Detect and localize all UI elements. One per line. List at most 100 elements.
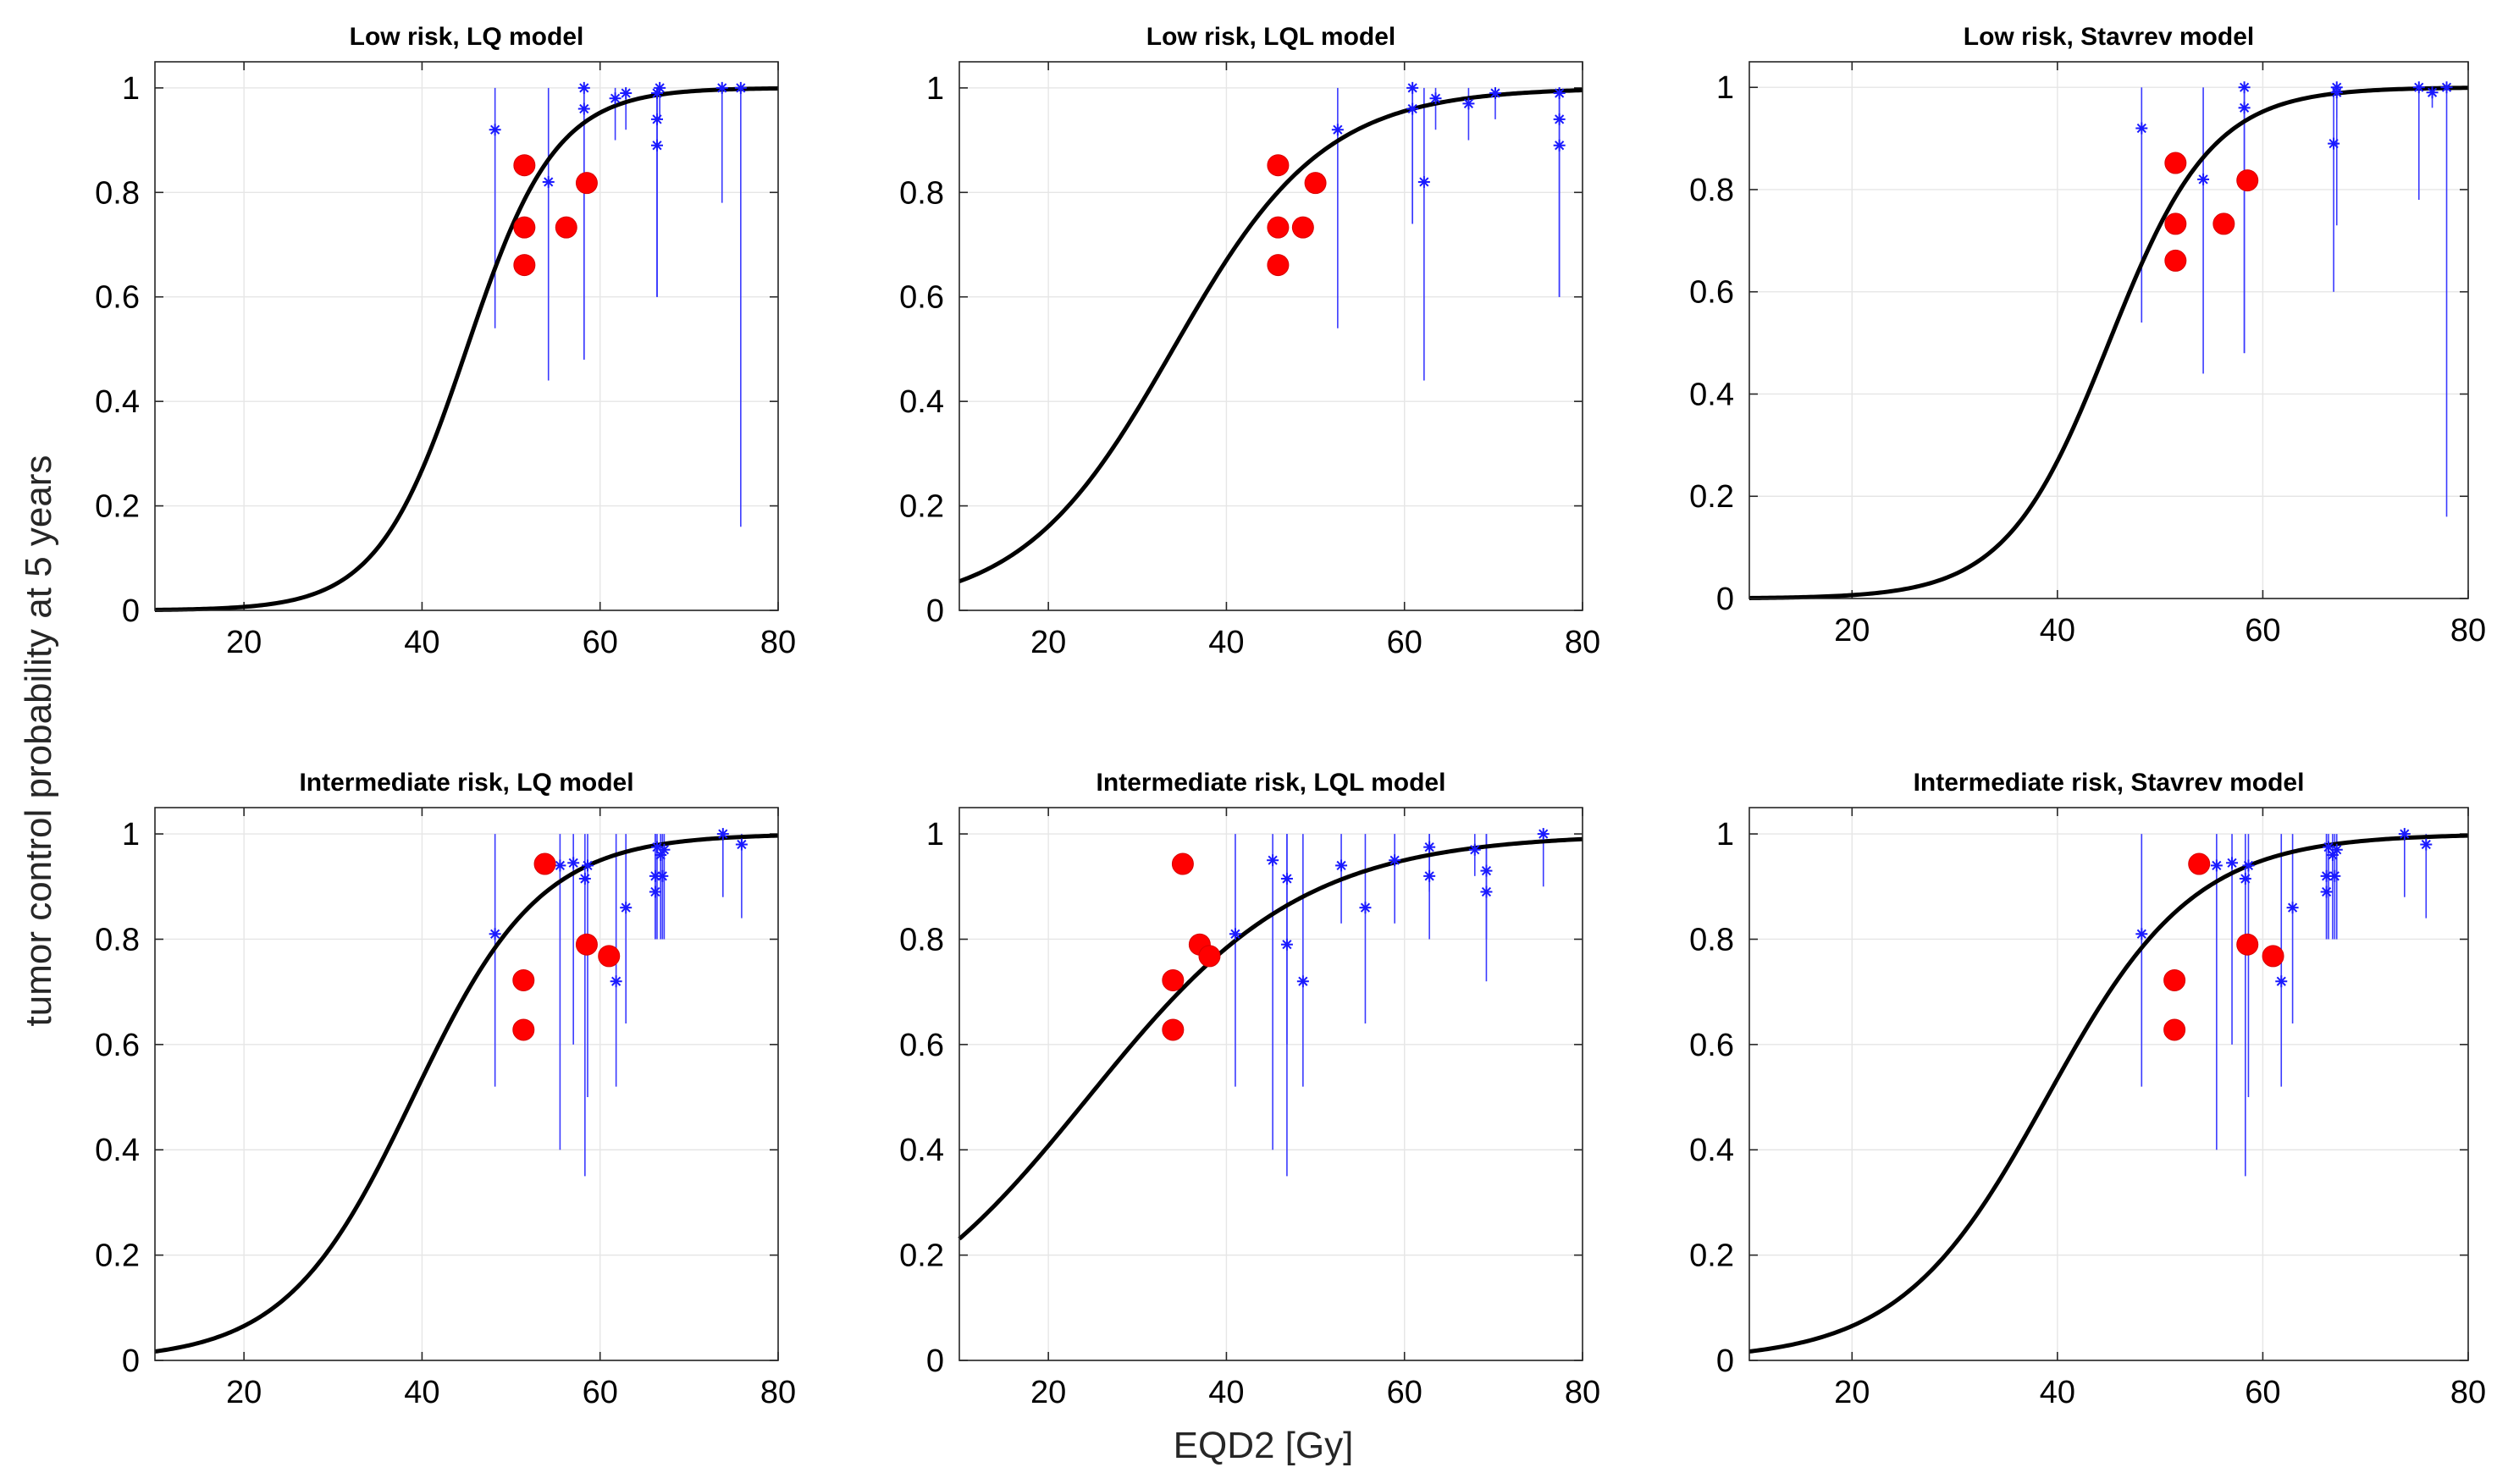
x-tick-label: 60 [2245,613,2280,648]
study-point [1296,975,1309,988]
study-point [651,113,664,125]
study-point [2330,81,2343,94]
study-point [2238,81,2251,94]
x-tick-label: 20 [226,1375,262,1410]
y-tick-label: 0.6 [899,1028,944,1063]
study-point [1406,81,1419,94]
study-point [1423,869,1436,882]
study-point [2420,838,2433,851]
study-point [2226,857,2239,869]
x-tick-label: 60 [1387,625,1422,660]
x-tick-label: 40 [2040,613,2075,648]
y-tick-label: 1 [926,71,944,107]
x-tick-label: 40 [2040,1375,2075,1410]
highlight-point [1171,852,1194,875]
study-point [1423,841,1436,853]
chart-panel: Intermediate risk, LQL model 0 0.2 0.4 0.6 0.… [899,769,1600,1410]
x-tick-label: 60 [583,625,618,660]
study-point [2330,843,2343,856]
study-point [620,902,633,914]
study-point [567,857,580,869]
study-point [1480,885,1493,898]
y-tick-label: 0.8 [1689,922,1734,957]
plot-frame [1748,61,2469,599]
highlight-point [1267,154,1290,177]
highlight-point [513,254,536,277]
study-point [577,102,590,115]
y-tick-label: 0 [122,1343,140,1379]
y-tick-label: 0.4 [95,1133,140,1168]
y-tick-label: 0.8 [95,175,140,211]
y-tick-label: 0.6 [1689,1028,1734,1063]
y-tick-label: 0 [1716,582,1734,617]
study-point [2239,872,2251,885]
highlight-point [2236,933,2259,956]
plot-frame [958,61,1583,611]
study-point [1468,843,1481,856]
y-tick-label: 0.2 [899,1239,944,1274]
panel-title: Low risk, LQ model [350,23,584,51]
study-point [2135,928,2148,941]
y-axis-label: tumor control probability at 5 years [18,455,59,1027]
model-fit-curve [958,836,1583,1241]
study-point [1359,902,1372,914]
x-tick-label: 40 [1208,625,1244,660]
y-tick-label: 0.2 [95,489,140,525]
panel-title: Intermediate risk, LQL model [1097,769,1446,797]
y-tick-label: 0.4 [1689,1133,1734,1168]
study-point [1489,87,1501,100]
study-point [610,975,622,988]
x-tick-label: 40 [1208,1375,1244,1410]
study-point [658,843,671,856]
y-tick-label: 0.8 [1689,173,1734,208]
y-tick-label: 1 [1716,70,1734,106]
study-point [620,87,633,100]
study-point [609,92,621,105]
highlight-point [1304,172,1327,195]
x-axis-label: EQD2 [Gy] [1174,1425,1354,1466]
y-tick-label: 0.8 [899,175,944,211]
panel-title: Low risk, Stavrev model [1964,23,2254,51]
study-point [715,81,728,94]
y-tick-label: 0.8 [899,922,944,957]
study-point [2210,859,2223,872]
highlight-point [512,968,535,991]
study-point [577,81,590,94]
study-point [1553,139,1566,152]
x-tick-label: 80 [2450,1375,2486,1410]
y-tick-label: 1 [122,71,140,107]
x-tick-label: 20 [1030,1375,1066,1410]
study-point [1462,97,1475,110]
highlight-point [1162,1018,1185,1041]
highlight-point [512,1018,535,1041]
plot-frame [154,61,779,611]
x-tick-label: 60 [2245,1375,2280,1410]
y-tick-label: 1 [122,817,140,852]
study-point [2242,859,2255,872]
study-point [1280,872,1293,885]
study-point [1553,87,1566,100]
y-tick-label: 1 [1716,817,1734,852]
y-tick-label: 0.2 [1689,479,1734,515]
highlight-point [513,216,536,239]
highlight-point [2212,212,2235,235]
chart-panel: Low risk, LQL model 0 0.2 0.4 0.6 0.8 1 20 40 60 8… [899,23,1600,660]
study-point [649,869,661,882]
x-tick-label: 60 [1387,1375,1422,1410]
study-point [2135,122,2148,135]
model-fit-curve [154,833,779,1354]
highlight-point [2188,852,2211,875]
model-fit-curve [1748,833,2469,1354]
highlight-point [2164,249,2187,272]
study-point [1429,92,1442,105]
study-point [1553,113,1566,125]
study-point [1480,864,1493,877]
study-point [2328,869,2341,882]
y-tick-label: 0.8 [95,922,140,957]
highlight-point [533,852,556,875]
highlight-point [2236,169,2259,192]
study-point [2440,81,2453,94]
x-tick-label: 40 [404,625,439,660]
y-tick-label: 0.2 [95,1239,140,1274]
panel-title: Low risk, LQL model [1146,23,1396,51]
